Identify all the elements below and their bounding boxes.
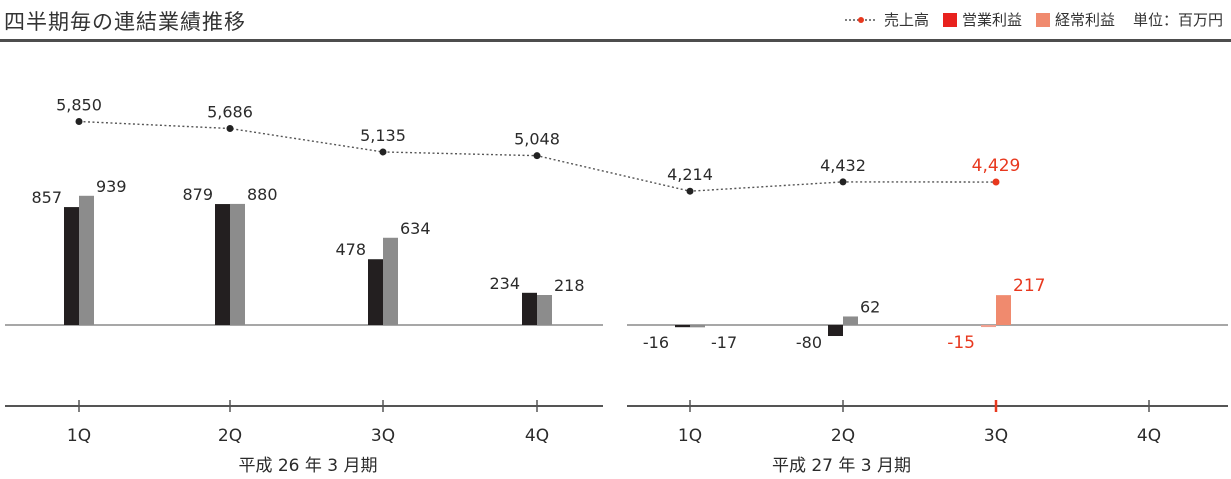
x-tick-label: 1Q (678, 426, 702, 446)
ordinary-profit-label: 217 (1013, 276, 1045, 296)
operating-profit-label: 857 (31, 188, 62, 207)
sales-label: 4,432 (820, 156, 866, 175)
sales-point (75, 118, 83, 125)
ordinary-profit-bar (230, 203, 245, 325)
operating-profit-label: -15 (947, 333, 975, 353)
operating-profit-label: 478 (335, 240, 366, 259)
ordinary-profit-bar (690, 325, 705, 328)
x-tick-label: 1Q (67, 426, 91, 446)
x-tick-label: 3Q (984, 426, 1008, 446)
operating-profit-bar (368, 259, 383, 325)
sales-label: 5,135 (360, 126, 406, 145)
legend-line-icon (844, 15, 878, 25)
sales-label: 5,850 (56, 96, 102, 115)
chart-title: 四半期毎の連結業績推移 (4, 10, 246, 34)
header-rule (0, 39, 1231, 42)
ordinary-profit-label: 634 (400, 219, 431, 238)
operating-profit-bar (675, 325, 690, 328)
operating-profit-label: 234 (489, 274, 520, 293)
legend-item-operating-profit: 営業利益 (942, 9, 1022, 30)
fiscal-year-label: 平成 27 年 3 月期 (772, 456, 911, 476)
ordinary-profit-label: 62 (860, 297, 880, 316)
operating-profit-bar (215, 204, 230, 325)
fiscal-year-label: 平成 26 年 3 月期 (238, 456, 377, 476)
legend-label-ordinary-profit: 経常利益 (1054, 11, 1115, 29)
operating-profit-bar (522, 292, 537, 325)
unit-label: 単位：百万円 (1132, 11, 1223, 29)
sales-label: 4,214 (667, 165, 713, 184)
sales-label: 5,686 (207, 102, 253, 121)
x-tick-label: 4Q (525, 426, 549, 446)
x-tick-label: 3Q (371, 426, 395, 446)
x-tick-label: 2Q (831, 426, 855, 446)
sales-label: 4,429 (972, 156, 1021, 176)
ordinary-profit-bar (537, 295, 552, 325)
sales-label: 5,048 (514, 130, 560, 149)
operating-profit-bar (981, 325, 996, 328)
sales-point (379, 148, 387, 156)
operating-profit-bar (828, 325, 843, 337)
sales-point (226, 124, 234, 132)
operating-profit-bar (64, 207, 79, 325)
sales-point (992, 178, 1000, 186)
ordinary-profit-bar (79, 195, 94, 325)
sales-point (533, 152, 541, 160)
x-tick-label: 2Q (218, 426, 242, 446)
ordinary-profit-label: 939 (96, 177, 127, 196)
ordinary-profit-label: 880 (247, 185, 278, 204)
legend-label-sales: 売上高 (883, 11, 929, 29)
legend-item-sales: 売上高 (844, 9, 929, 30)
x-tick-label: 4Q (1137, 426, 1161, 446)
ordinary-profit-bar (383, 237, 398, 325)
legend: 売上高 営業利益 経常利益 単位：百万円 (830, 9, 1223, 30)
operating-profit-label: -16 (643, 333, 669, 352)
operating-profit-label: 879 (182, 185, 213, 204)
legend-swatch-icon (1035, 12, 1050, 27)
ordinary-profit-label: 218 (554, 276, 585, 295)
legend-swatch-icon (942, 12, 957, 27)
chart-header: 四半期毎の連結業績推移 売上高 営業利益 経常利益 単位：百万円 (0, 0, 1231, 44)
ordinary-profit-bar (843, 316, 858, 325)
operating-profit-label: -80 (796, 333, 822, 352)
legend-label-operating-profit: 営業利益 (961, 11, 1022, 29)
legend-item-ordinary-profit: 経常利益 (1035, 9, 1115, 30)
ordinary-profit-label: -17 (711, 333, 737, 352)
ordinary-profit-bar (996, 295, 1011, 325)
sales-point (686, 187, 694, 195)
sales-point (839, 178, 847, 186)
